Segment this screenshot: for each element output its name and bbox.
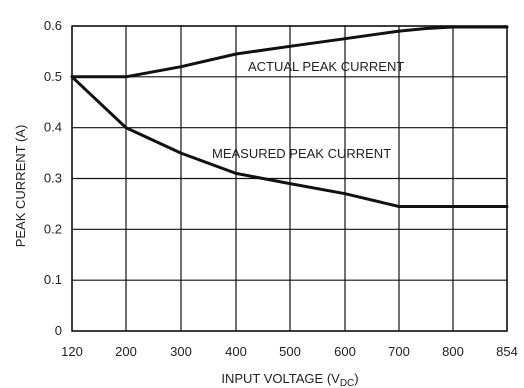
x-tick-label: 300 [170, 344, 192, 359]
x-axis-label-subscript: DC [340, 378, 354, 388]
y-axis-ticks: 0 0.1 0.2 0.3 0.4 0.5 0.6 [44, 18, 62, 338]
y-tick-label: 0.6 [44, 18, 62, 33]
series-label-measured-peak-current: MEASURED PEAK CURRENT [212, 146, 391, 161]
series-line-measured-peak-current [70, 75, 509, 208]
x-axis-label-main: INPUT VOLTAGE (V [221, 371, 340, 386]
y-tick-label: 0.3 [44, 171, 62, 186]
x-axis-label: INPUT VOLTAGE (VDC) [221, 371, 358, 388]
y-tick-label: 0.1 [44, 272, 62, 287]
y-tick-label: 0.4 [44, 120, 62, 135]
y-tick-label: 0.5 [44, 69, 62, 84]
y-axis-label: PEAK CURRENT (A) [13, 125, 28, 248]
x-axis-ticks: 120 200 300 400 500 600 700 800 854 [61, 344, 518, 359]
x-tick-label: 700 [388, 344, 410, 359]
x-tick-label: 500 [279, 344, 301, 359]
y-tick-label: 0.2 [44, 221, 62, 236]
x-tick-label: 800 [442, 344, 464, 359]
x-axis-label-close: ) [354, 371, 358, 386]
x-tick-label: 600 [334, 344, 356, 359]
series-label-actual-peak-current: ACTUAL PEAK CURRENT [248, 59, 404, 74]
series-lines [70, 25, 509, 208]
series-line-actual-peak-current [70, 25, 509, 79]
x-tick-label: 200 [115, 344, 137, 359]
y-tick-label: 0 [55, 323, 62, 338]
x-tick-label: 854 [496, 344, 518, 359]
grid-lines [71, 25, 508, 332]
plot-frame [71, 25, 508, 332]
x-tick-label: 120 [61, 344, 83, 359]
x-tick-label: 400 [225, 344, 247, 359]
